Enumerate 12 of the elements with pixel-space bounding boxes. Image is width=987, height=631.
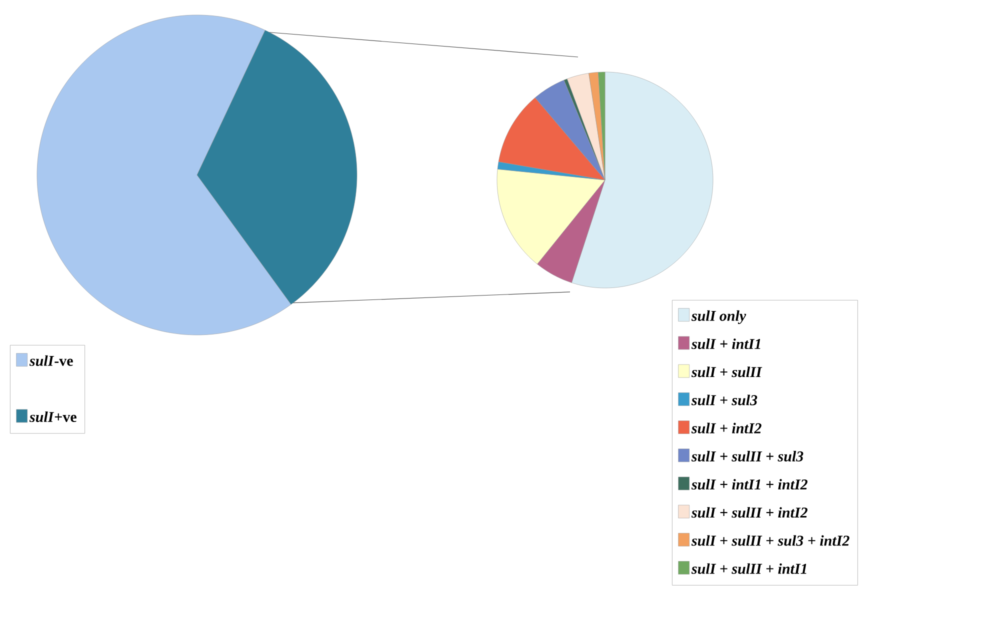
legend-label: sulI + intI1 + intI2 <box>691 479 808 490</box>
legend-label: sulI + sulII + intI2 <box>691 507 808 518</box>
legend-label: sulI + intI1 <box>691 338 760 350</box>
legend-label: sulI + sulII + sul3 + intI2 <box>691 535 850 546</box>
legend-label: sulI+ve <box>29 411 76 422</box>
legend-label: sulI + intI2 <box>691 422 762 434</box>
legend-label: sulI + sulII <box>691 366 762 378</box>
legend-label: sulI only <box>691 310 746 324</box>
legend-label: sulI-ve <box>29 355 73 366</box>
legend-label: sulI + sulII + intI1 <box>691 563 806 574</box>
legend-label: sulI + sulII + sul3 <box>691 450 804 462</box>
legend-label: sulI + sul3 <box>691 394 758 406</box>
